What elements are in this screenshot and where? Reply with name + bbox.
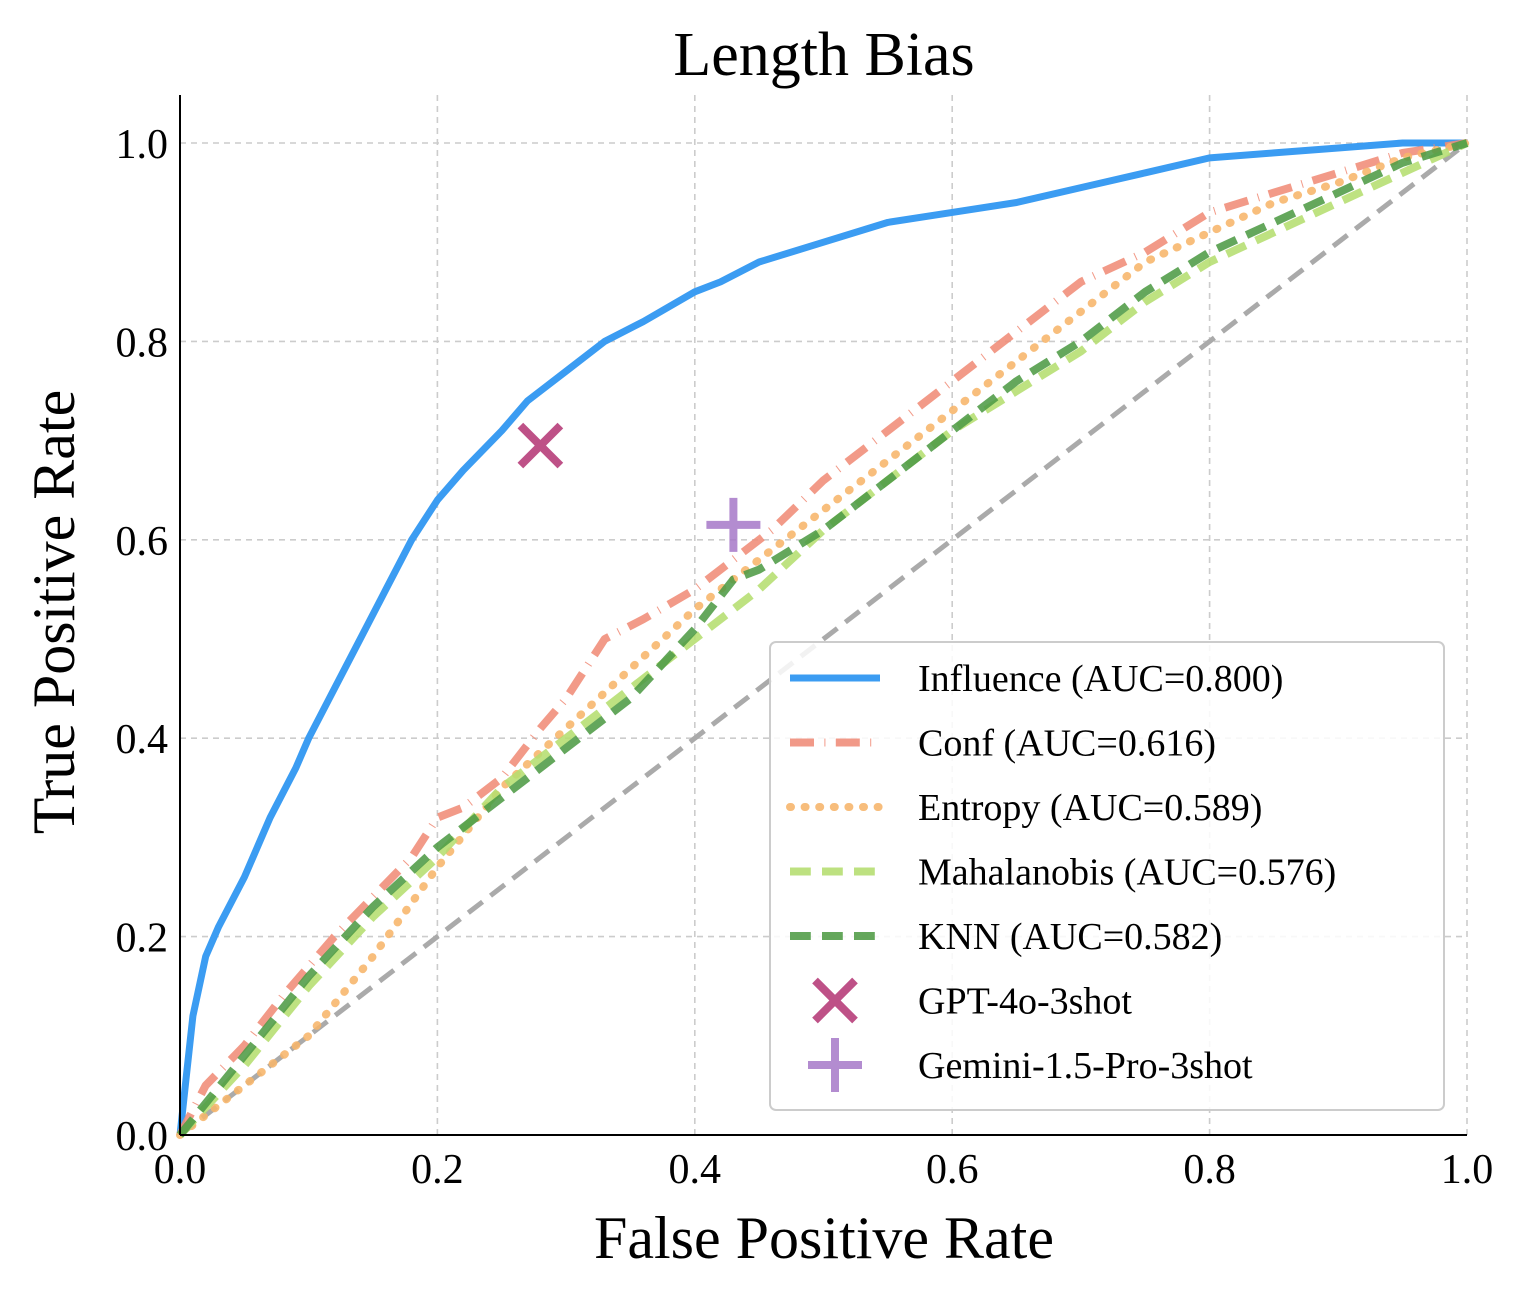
x-ticks: 0.0 0.2 0.4 0.6 0.8 1.0 (154, 1147, 1494, 1193)
series-layer (176, 139, 1471, 1139)
marker-stroke (517, 422, 564, 469)
series-line (177, 139, 1469, 1138)
legend-marker (808, 1038, 862, 1092)
x-tick-label: 0.2 (411, 1147, 464, 1193)
y-ticks: 0.0 0.2 0.4 0.6 0.8 1.0 (116, 122, 169, 1160)
legend-label: GPT-4o-3shot (918, 981, 1132, 1023)
marker-stroke (812, 977, 858, 1024)
legend: Influence (AUC=0.800) Conf (AUC=0.616) Ent… (769, 641, 1445, 1111)
chart-title: Length Bias (673, 21, 974, 89)
legend-label: Influence (AUC=0.800) (918, 658, 1283, 700)
series-line (176, 139, 1467, 1136)
points-layer (517, 422, 761, 552)
gpt-4o-point (517, 422, 564, 469)
y-tick-label: 0.6 (116, 519, 169, 565)
legend-label: Mahalanobis (AUC=0.576) (918, 852, 1336, 894)
x-tick-label: 0.8 (1183, 1147, 1236, 1193)
y-tick-label: 0.2 (116, 916, 169, 962)
legend-box (769, 641, 1445, 1111)
x-tick-label: 0.0 (154, 1147, 207, 1193)
y-tick-label: 1.0 (116, 122, 169, 168)
series-line (176, 139, 1471, 1139)
legend-label: Gemini-1.5-Pro-3shot (918, 1045, 1253, 1087)
x-axis-label: False Positive Rate (594, 1205, 1054, 1271)
reference-line-layer (178, 141, 1469, 1137)
legend-items: Influence (AUC=0.800) Conf (AUC=0.616) Ent… (786, 658, 1336, 1092)
series-line (176, 139, 1468, 1137)
reference-diagonal-line (178, 141, 1469, 1137)
legend-label: Conf (AUC=0.616) (918, 723, 1216, 765)
legend-marker (812, 977, 858, 1024)
x-tick-label: 0.4 (669, 1147, 722, 1193)
y-tick-label: 0.4 (116, 717, 169, 763)
x-tick-label: 0.6 (926, 1147, 979, 1193)
legend-label: Entropy (AUC=0.589) (918, 787, 1262, 829)
y-tick-label: 0.0 (116, 1114, 169, 1160)
gemini-point (706, 497, 761, 552)
legend-label: KNN (AUC=0.582) (918, 916, 1222, 958)
y-tick-label: 0.8 (116, 320, 169, 366)
x-tick-label: 1.0 (1441, 1147, 1494, 1193)
y-axis-label: True Positive Rate (21, 390, 87, 834)
